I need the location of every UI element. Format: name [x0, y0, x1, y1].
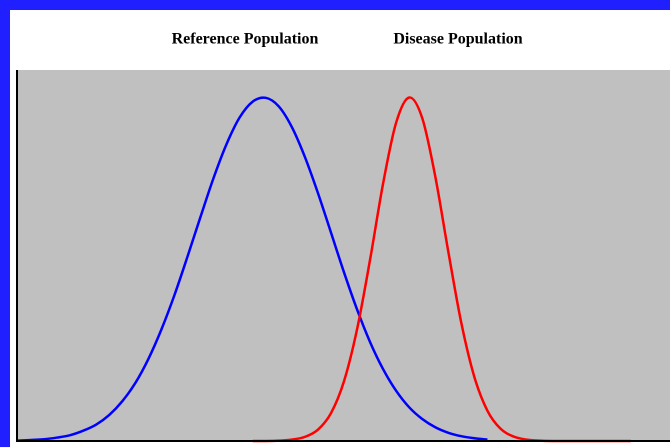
plot-area [18, 70, 670, 441]
legend-label: Reference Population [172, 31, 319, 48]
left-border [0, 0, 10, 447]
top-border [0, 0, 670, 10]
line-series [17, 96, 488, 442]
legend-label: Disease Population [393, 31, 522, 48]
